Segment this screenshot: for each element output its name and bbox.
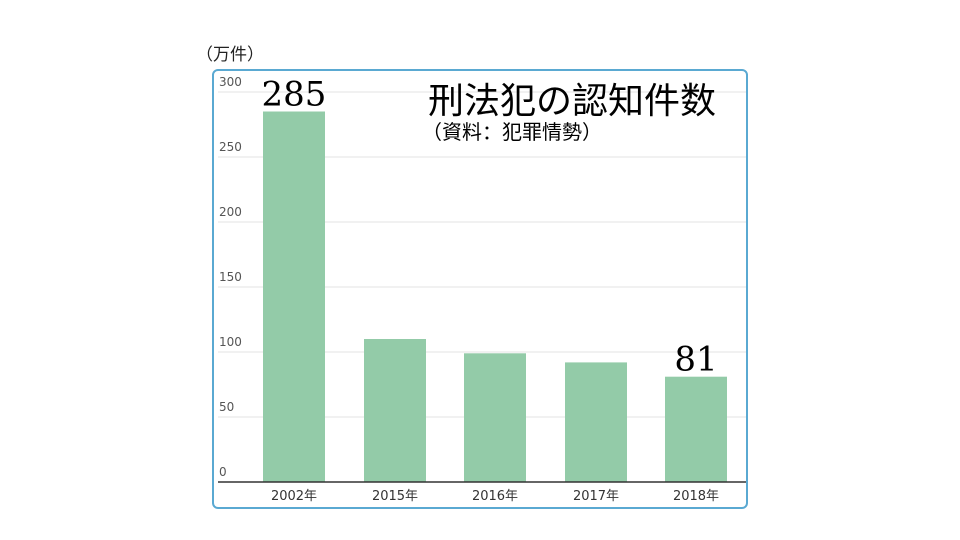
unit-label: （万件） <box>196 45 264 65</box>
y-tick-label: 50 <box>219 400 234 414</box>
bar <box>364 339 426 482</box>
x-tick-label: 2018年 <box>673 489 719 504</box>
bar <box>263 111 325 482</box>
x-tick-label: 2017年 <box>573 489 619 504</box>
bar <box>565 362 627 482</box>
chart-subtitle: （資料：犯罪情勢） <box>422 120 602 144</box>
bar <box>464 353 526 482</box>
x-axis-ticks: 2002年 2015年 2016年 2017年 2018年 <box>271 489 719 504</box>
y-tick-label: 100 <box>219 335 242 349</box>
y-tick-label: 250 <box>219 140 242 154</box>
chart-frame <box>212 69 748 509</box>
x-tick-label: 2016年 <box>472 489 518 504</box>
x-tick-label: 2015年 <box>372 489 418 504</box>
y-tick-label: 200 <box>219 205 242 219</box>
bar <box>665 376 727 482</box>
y-tick-label: 150 <box>219 270 242 284</box>
y-axis-ticks: 0 50 100 150 200 250 300 <box>219 75 242 479</box>
y-tick-label: 300 <box>219 75 242 89</box>
chart-title: 刑法犯の認知件数 <box>428 81 717 122</box>
data-label: 285 <box>262 75 327 115</box>
x-tick-label: 2002年 <box>271 489 317 504</box>
y-tick-label: 0 <box>219 465 227 479</box>
bars <box>263 111 727 482</box>
data-label: 81 <box>674 340 717 380</box>
data-labels: 285 81 <box>262 75 718 380</box>
